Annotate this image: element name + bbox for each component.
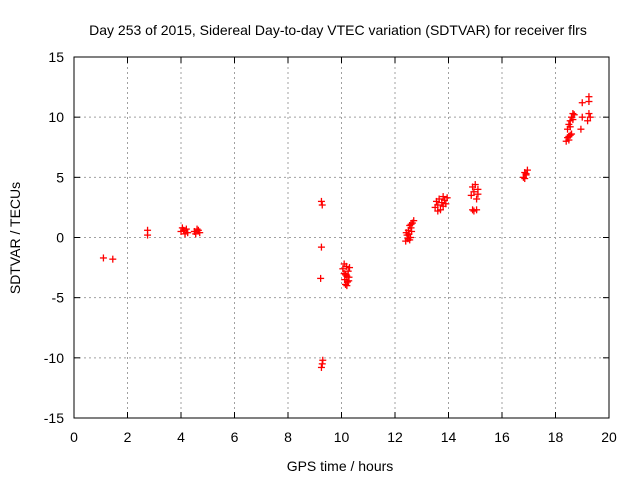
y-axis: -15 -10 -5 0 5 10 15	[44, 49, 609, 426]
data-point	[317, 363, 325, 371]
data-point	[439, 193, 447, 201]
data-point	[109, 255, 117, 263]
chart-title: Day 253 of 2015, Sidereal Day-to-day VTE…	[89, 22, 587, 38]
y-tick-label: -10	[44, 350, 64, 366]
data-point	[577, 125, 585, 133]
data-point	[584, 117, 592, 125]
y-tick-label: 10	[48, 109, 64, 125]
x-tick-label: 6	[231, 429, 239, 445]
data-point	[408, 227, 416, 235]
data-point	[442, 200, 450, 208]
data-point	[578, 113, 586, 121]
x-tick-label: 10	[334, 429, 350, 445]
data-point	[471, 181, 479, 189]
data-point	[407, 220, 415, 228]
data-point	[318, 201, 326, 209]
data-point	[317, 243, 325, 251]
data-point	[410, 217, 418, 225]
data-point	[144, 226, 152, 234]
data-point	[340, 260, 348, 268]
data-point	[467, 191, 475, 199]
data-point	[566, 123, 574, 131]
data-point	[523, 166, 531, 174]
data-point	[585, 110, 593, 118]
x-tick-label: 0	[70, 429, 78, 445]
data-point	[346, 264, 354, 272]
data-point	[566, 131, 574, 139]
y-tick-label: 5	[56, 169, 64, 185]
y-tick-label: -5	[52, 290, 65, 306]
data-point	[586, 113, 594, 121]
data-point	[443, 194, 451, 202]
x-tick-label: 12	[387, 429, 403, 445]
y-tick-label: 15	[48, 49, 64, 65]
x-tick-label: 20	[601, 429, 617, 445]
data-point	[435, 195, 443, 203]
x-tick-label: 14	[441, 429, 457, 445]
data-point	[578, 99, 586, 107]
data-point	[196, 229, 204, 237]
data-point	[473, 195, 481, 203]
data-point	[406, 236, 414, 244]
data-point	[521, 175, 529, 183]
data-point	[317, 197, 325, 205]
x-tick-label: 2	[124, 429, 132, 445]
data-points	[99, 93, 594, 371]
data-point	[473, 206, 481, 214]
data-point	[570, 111, 578, 119]
x-tick-label: 8	[284, 429, 292, 445]
data-point	[470, 188, 478, 196]
data-point	[434, 207, 442, 215]
data-point	[184, 229, 192, 237]
data-point	[565, 132, 573, 140]
x-tick-label: 16	[494, 429, 510, 445]
data-point	[343, 282, 351, 290]
data-point	[585, 93, 593, 101]
data-point	[522, 170, 530, 178]
data-point	[569, 110, 577, 118]
y-tick-label: 0	[56, 230, 64, 246]
x-axis: 0 2 4 6 8 10 12 14 16 18 20	[70, 57, 617, 445]
data-point	[192, 230, 200, 238]
data-point	[317, 274, 325, 282]
data-point	[99, 254, 107, 262]
y-tick-label: -15	[44, 410, 64, 426]
data-point	[182, 225, 190, 233]
x-tick-label: 18	[548, 429, 564, 445]
x-axis-label: GPS time / hours	[287, 458, 394, 474]
data-point	[402, 229, 410, 237]
grid-lines	[74, 57, 609, 418]
data-point	[342, 271, 350, 279]
data-point	[434, 201, 442, 209]
data-point	[318, 360, 326, 368]
data-point	[569, 116, 577, 124]
x-tick-label: 4	[177, 429, 185, 445]
data-point	[193, 225, 201, 233]
data-point	[345, 277, 353, 285]
y-axis-label: SDTVAR / TECUs	[7, 182, 23, 294]
data-point	[474, 190, 482, 198]
data-point	[344, 267, 352, 275]
